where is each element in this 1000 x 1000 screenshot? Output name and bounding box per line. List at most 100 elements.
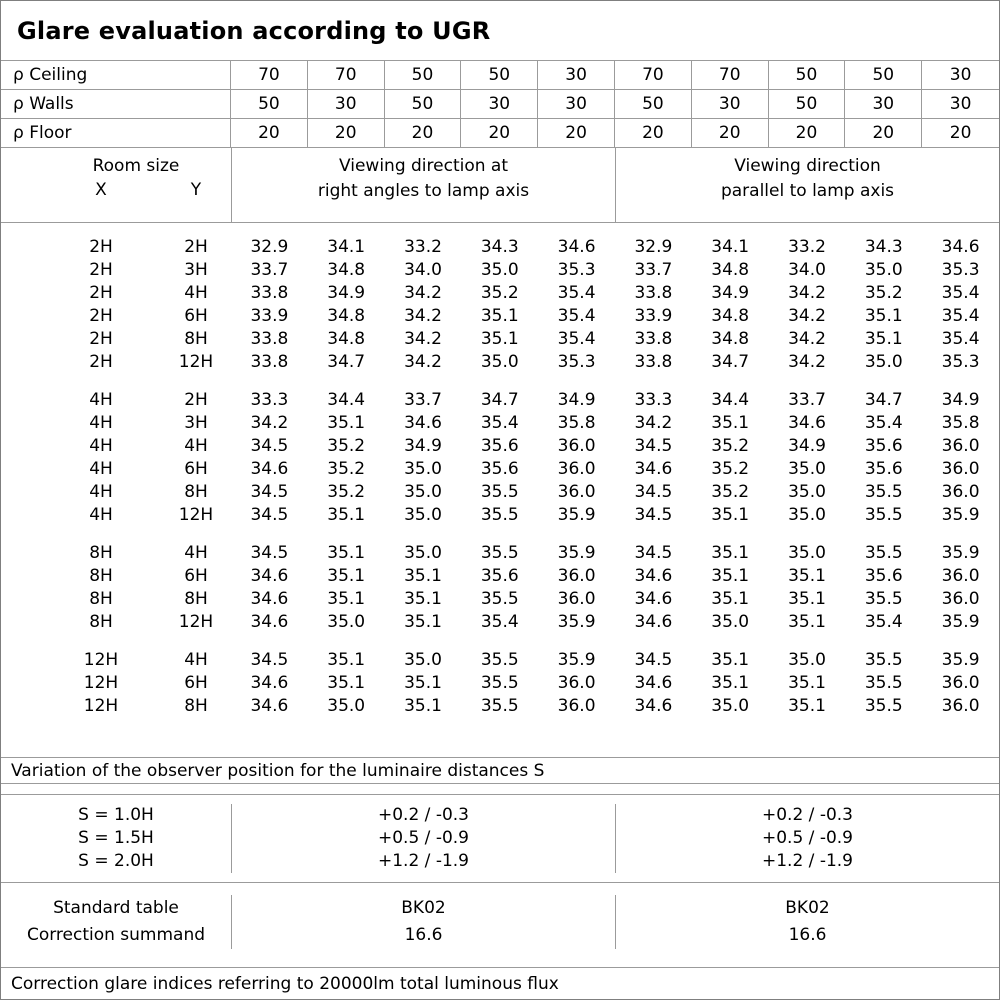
ugr-value-cell: 34.2 bbox=[634, 412, 673, 433]
ugr-value-cell: 34.9 bbox=[557, 389, 596, 410]
room-x-value: 8H bbox=[89, 611, 113, 632]
ugr-value-cell: 34.6 bbox=[634, 611, 673, 632]
ugr-value-cell: 35.8 bbox=[941, 412, 980, 433]
ugr-value-cell: 35.0 bbox=[711, 611, 750, 632]
room-x-value: 2H bbox=[89, 328, 113, 349]
ugr-value-cell: 33.9 bbox=[634, 305, 673, 326]
room-size-cell: 4H 3H bbox=[1, 413, 231, 433]
ugr-value-cell: 35.1 bbox=[327, 672, 366, 693]
room-y-value: 6H bbox=[184, 672, 208, 693]
table-group: 12H 4H 34.5 35.1 35.0 35.5 35.9 34.5 35.1 35.0 35.… bbox=[1, 648, 999, 717]
ugr-value-cell: 35.1 bbox=[327, 412, 366, 433]
ugr-value-cell: 33.3 bbox=[250, 389, 289, 410]
ugr-value-cell: 35.9 bbox=[941, 611, 980, 632]
ugr-value-cell: 36.0 bbox=[557, 458, 596, 479]
ugr-value-cell: 34.2 bbox=[788, 328, 826, 349]
ugr-value-cell: 34.5 bbox=[634, 481, 673, 502]
reflectance-value-cell: 20 bbox=[231, 119, 308, 147]
ugr-value-cell: 36.0 bbox=[557, 565, 596, 586]
ugr-value-cell: 33.7 bbox=[250, 259, 289, 280]
ugr-value-cell: 35.4 bbox=[557, 328, 596, 349]
room-size-cell: 8H 6H bbox=[1, 566, 231, 586]
ugr-value-cell: 36.0 bbox=[557, 588, 596, 609]
room-x-value: 4H bbox=[89, 504, 113, 525]
room-x-value: 4H bbox=[89, 481, 113, 502]
correction-summand-label: Correction summand bbox=[26, 925, 206, 945]
table-row: 8H 4H 34.5 35.1 35.0 35.5 35.9 34.5 35.1 35.0 35.5… bbox=[1, 541, 999, 564]
reflectance-value-cell: 30 bbox=[308, 90, 385, 118]
ugr-value-cell: 33.7 bbox=[788, 389, 826, 410]
room-y-value: 4H bbox=[184, 649, 208, 670]
table-row: 12H 8H 34.6 35.0 35.1 35.5 36.0 34.6 35.0 35.1 35.… bbox=[1, 694, 999, 717]
ugr-value-cell: 36.0 bbox=[941, 588, 980, 609]
ugr-value-cell: 34.6 bbox=[250, 611, 289, 632]
ugr-value-cell: 34.2 bbox=[404, 305, 442, 326]
ugr-value-cell: 35.2 bbox=[711, 435, 750, 456]
reflectance-value-cell: 50 bbox=[845, 61, 923, 89]
ugr-value-cell: 35.4 bbox=[480, 611, 519, 632]
ugr-value-cell: 34.8 bbox=[327, 259, 366, 280]
table-row: 4H 3H 34.2 35.1 34.6 35.4 35.8 34.2 35.1 34.6 35.4… bbox=[1, 411, 999, 434]
ugr-value-cell: 35.0 bbox=[788, 504, 826, 525]
ugr-value-cell: 34.9 bbox=[711, 282, 750, 303]
table-group: 4H 2H 33.3 34.4 33.7 34.7 34.9 33.3 34.4 33.7 34.7… bbox=[1, 388, 999, 526]
reflectance-value-cell: 30 bbox=[538, 61, 615, 89]
ugr-value-cell: 34.8 bbox=[327, 305, 366, 326]
ugr-value-cell: 35.3 bbox=[941, 351, 980, 372]
room-y-value: 4H bbox=[184, 282, 208, 303]
room-x-value: 2H bbox=[89, 305, 113, 326]
table-row: 8H 12H 34.6 35.0 35.1 35.4 35.9 34.6 35.0 35.1 35.… bbox=[1, 610, 999, 633]
table-row: 4H 4H 34.5 35.2 34.9 35.6 36.0 34.5 35.2 34.9 35.6… bbox=[1, 434, 999, 457]
s-values-right-angles: +0.2 / -0.3 +0.5 / -0.9 +1.2 / -1.9 bbox=[231, 804, 615, 873]
ugr-value-cell: 34.8 bbox=[327, 328, 366, 349]
ugr-value-cell: 34.5 bbox=[250, 649, 289, 670]
room-y-value: 3H bbox=[184, 259, 208, 280]
ugr-value-cell: 35.5 bbox=[480, 542, 519, 563]
reflectance-value-cell: 50 bbox=[769, 90, 846, 118]
correction-summand-value: 16.6 bbox=[788, 925, 827, 945]
y-axis-label: Y bbox=[190, 180, 202, 200]
ugr-value-cell: 35.9 bbox=[941, 649, 980, 670]
reflectance-value-cell: 50 bbox=[385, 61, 462, 89]
ugr-value-cell: 33.7 bbox=[634, 259, 673, 280]
reflectance-value-cell: 20 bbox=[845, 119, 923, 147]
ugr-value-cell: 36.0 bbox=[941, 481, 980, 502]
ugr-value-cell: 35.6 bbox=[480, 565, 519, 586]
ugr-value-cell: 35.4 bbox=[864, 611, 903, 632]
ugr-value-cell: 35.6 bbox=[864, 458, 903, 479]
ugr-value-cell: 35.3 bbox=[557, 259, 596, 280]
ugr-value-cell: 34.6 bbox=[557, 236, 596, 257]
ugr-value-cell: 34.2 bbox=[250, 412, 289, 433]
ugr-value-cell: 35.9 bbox=[557, 504, 596, 525]
table-row: 4H 8H 34.5 35.2 35.0 35.5 36.0 34.5 35.2 35.0 35.5… bbox=[1, 480, 999, 503]
ugr-value-cell: 35.9 bbox=[941, 504, 980, 525]
ugr-value-cell: 35.1 bbox=[327, 649, 366, 670]
table-row: 8H 6H 34.6 35.1 35.1 35.6 36.0 34.6 35.1 35.1 35.6… bbox=[1, 564, 999, 587]
ugr-value-cell: 35.1 bbox=[480, 328, 519, 349]
ugr-value-cell: 35.4 bbox=[557, 282, 596, 303]
room-y-value: 6H bbox=[184, 458, 208, 479]
ugr-value-cell: 35.5 bbox=[864, 588, 903, 609]
ugr-value-cell: 33.2 bbox=[788, 236, 826, 257]
ugr-value-cell: 35.0 bbox=[327, 695, 366, 716]
ugr-value-cell: 35.2 bbox=[327, 435, 366, 456]
ugr-value-cell: 36.0 bbox=[941, 672, 980, 693]
s-label-1: S = 1.0H bbox=[78, 805, 154, 825]
xy-labels: X Y bbox=[41, 180, 231, 200]
ugr-value-cell: 35.5 bbox=[480, 649, 519, 670]
ugr-value-cell: 34.9 bbox=[404, 435, 442, 456]
ugr-value-cell: 35.1 bbox=[711, 504, 750, 525]
room-size-cell: 2H 2H bbox=[1, 237, 231, 257]
ugr-value-cell: 33.9 bbox=[250, 305, 289, 326]
standard-table-labels: Standard table Correction summand bbox=[1, 895, 231, 949]
room-size-cell: 4H 6H bbox=[1, 459, 231, 479]
ugr-value-cell: 35.5 bbox=[864, 695, 903, 716]
ugr-value-cell: 35.1 bbox=[327, 504, 366, 525]
ugr-value-cell: 35.2 bbox=[711, 481, 750, 502]
ugr-value-cell: 35.6 bbox=[864, 565, 903, 586]
ugr-value-cell: 34.5 bbox=[634, 649, 673, 670]
ugr-value-cell: 36.0 bbox=[941, 565, 980, 586]
table-row: 2H 4H 33.8 34.9 34.2 35.2 35.4 33.8 34.9 34.2 35.2… bbox=[1, 281, 999, 304]
ugr-value-cell: 34.0 bbox=[788, 259, 826, 280]
ugr-value-cell: 34.9 bbox=[788, 435, 826, 456]
